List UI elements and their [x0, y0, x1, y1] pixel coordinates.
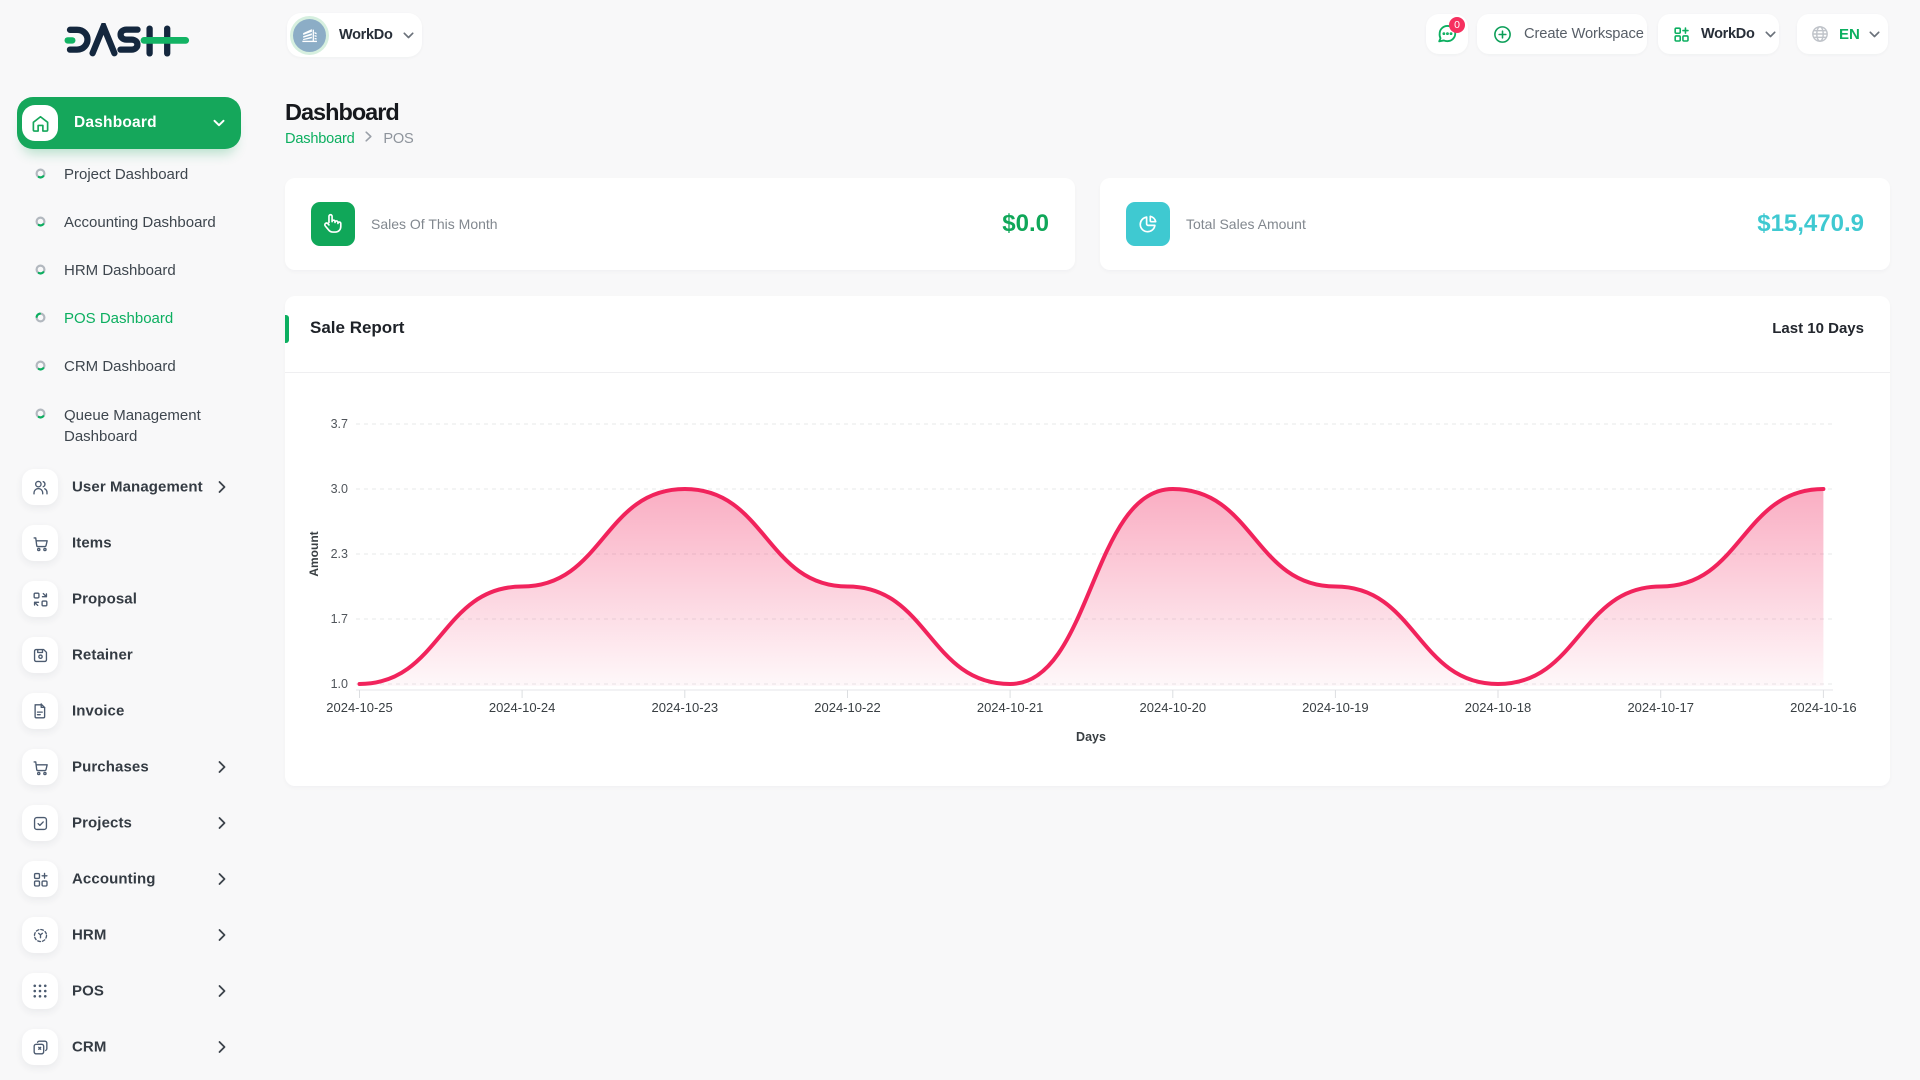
svg-text:2024-10-22: 2024-10-22 [814, 700, 881, 715]
svg-text:3.7: 3.7 [331, 417, 348, 431]
svg-text:2024-10-16: 2024-10-16 [1790, 700, 1857, 715]
svg-text:2024-10-23: 2024-10-23 [652, 700, 719, 715]
svg-text:2024-10-24: 2024-10-24 [489, 700, 555, 715]
svg-text:Amount: Amount [307, 531, 321, 576]
svg-text:2024-10-19: 2024-10-19 [1302, 700, 1369, 715]
svg-text:1.0: 1.0 [331, 677, 348, 691]
svg-text:2024-10-20: 2024-10-20 [1140, 700, 1207, 715]
svg-text:2.3: 2.3 [331, 547, 348, 561]
svg-text:2024-10-17: 2024-10-17 [1627, 700, 1694, 715]
svg-text:2024-10-21: 2024-10-21 [977, 700, 1044, 715]
svg-text:3.0: 3.0 [331, 482, 348, 496]
svg-text:Days: Days [1076, 730, 1106, 744]
svg-text:1.7: 1.7 [331, 612, 348, 626]
svg-text:2024-10-18: 2024-10-18 [1465, 700, 1532, 715]
svg-text:2024-10-25: 2024-10-25 [326, 700, 393, 715]
